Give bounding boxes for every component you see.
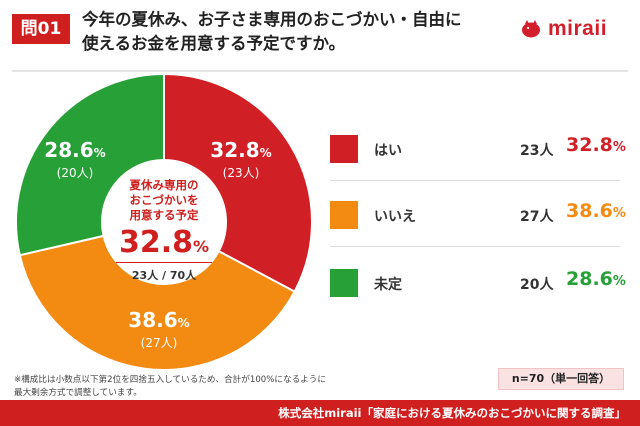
brand-logo: miraii <box>520 14 630 44</box>
center-divider <box>116 262 212 263</box>
legend-swatch-yes <box>330 135 358 163</box>
center-question-line-2: おこづかいを <box>129 193 199 207</box>
center-summary: 夏休み専用の おこづかいを 用意する予定 32.8% 23人 / 70人 <box>104 178 224 283</box>
header-divider <box>12 70 628 72</box>
slice-no-count: (27人) <box>140 336 178 350</box>
legend-pct-yes: 32.8% <box>566 134 626 156</box>
legend-count-no: 27人 <box>520 209 554 225</box>
slice-label-undecided: 28.6% (20人) <box>30 138 120 181</box>
center-pct-unit: % <box>193 237 210 256</box>
slice-undecided-unit: % <box>93 146 106 160</box>
pie-slice-undecided <box>15 74 165 257</box>
center-pct-number: 32.8 <box>118 225 193 260</box>
pie-slice-no <box>18 234 296 370</box>
legend-pct-undecided-unit: % <box>612 274 626 289</box>
legend-label-no: いいえ <box>374 209 416 225</box>
logo-text: miraii <box>548 17 608 40</box>
legend-pct-no-value: 38.6 <box>566 200 613 222</box>
center-question-line-3: 用意する予定 <box>129 208 199 222</box>
question-badge: 問01 <box>12 14 70 44</box>
center-percentage: 32.8% <box>104 225 224 260</box>
slice-yes-unit: % <box>259 146 272 160</box>
legend-row-yes: はい 23人 32.8% <box>330 132 626 170</box>
slice-no-pct: 38.6 <box>128 308 178 332</box>
title-line-2: 使えるお金を用意する予定ですか。 <box>82 34 346 53</box>
note-line-2: 最大剰余方式で調整しています。 <box>14 388 142 398</box>
slice-no-unit: % <box>177 316 190 330</box>
legend-label-yes: はい <box>374 143 402 159</box>
pie-slice-yes <box>163 74 313 294</box>
legend-label-undecided: 未定 <box>374 277 402 293</box>
rounding-note: ※構成比は小数点以下第2位を四捨五入しているため、合計が100%になるように 最… <box>14 374 344 400</box>
center-count: 23人 / 70人 <box>131 269 197 282</box>
legend-divider-1 <box>330 180 620 181</box>
sample-size-badge: n=70（単一回答） <box>498 368 624 390</box>
slice-undecided-pct: 28.6 <box>44 138 94 162</box>
legend-pct-undecided-value: 28.6 <box>566 268 613 290</box>
chart-title: 今年の夏休み、お子さま専用のおこづかい・自由に 使えるお金を用意する予定ですか。 <box>82 8 502 56</box>
center-question-line-1: 夏休み専用の <box>129 178 199 192</box>
footer-source: 株式会社miraii「家庭における夏休みのおこづかいに関する調査」 <box>278 406 626 420</box>
legend-row-no: いいえ 27人 38.6% <box>330 198 626 236</box>
slice-undecided-count: (20人) <box>56 166 94 180</box>
slice-yes-pct: 32.8 <box>210 138 260 162</box>
legend-pct-yes-value: 32.8 <box>566 134 613 156</box>
slice-label-yes: 32.8% (23人) <box>196 138 286 181</box>
footer-bar: 株式会社miraii「家庭における夏休みのおこづかいに関する調査」 <box>0 400 640 426</box>
legend-swatch-undecided <box>330 269 358 297</box>
legend-swatch-no <box>330 201 358 229</box>
slice-yes-count: (23人) <box>222 166 260 180</box>
note-line-1: ※構成比は小数点以下第2位を四捨五入しているため、合計が100%になるように <box>14 375 326 385</box>
legend-row-undecided: 未定 20人 28.6% <box>330 266 626 304</box>
legend-pct-undecided: 28.6% <box>566 268 626 290</box>
legend-pct-no-unit: % <box>612 206 626 221</box>
legend-count-undecided: 20人 <box>520 277 554 293</box>
donut-hole <box>103 161 225 283</box>
legend-pct-yes-unit: % <box>612 140 626 155</box>
donut-slices <box>15 74 313 370</box>
legend-divider-2 <box>330 246 620 247</box>
donut-chart <box>15 74 313 370</box>
legend-count-yes: 23人 <box>520 143 554 159</box>
legend-pct-no: 38.6% <box>566 200 626 222</box>
title-line-1: 今年の夏休み、お子さま専用のおこづかい・自由に <box>82 10 462 29</box>
pig-logo-icon <box>522 20 540 38</box>
slice-label-no: 38.6% (27人) <box>114 308 204 351</box>
